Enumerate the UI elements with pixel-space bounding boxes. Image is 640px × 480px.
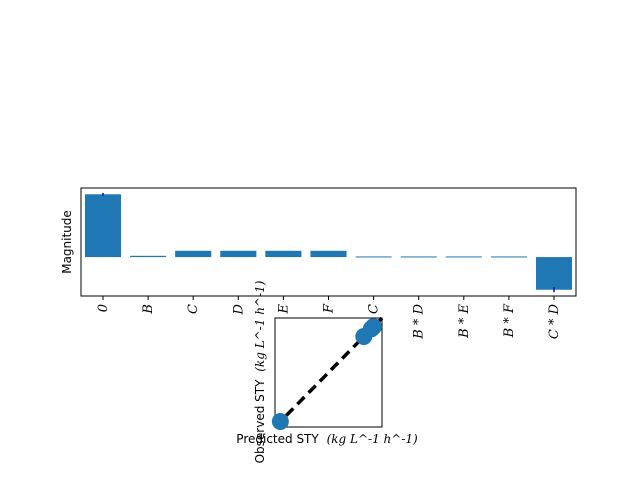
bar-y-axis-label: Magnitude <box>60 210 74 274</box>
bar-marks <box>84 193 573 293</box>
scatter-y-axis-label-text: Observed STY <box>253 379 267 463</box>
bar <box>400 256 437 258</box>
x-tick-label: F <box>322 303 337 314</box>
scatter-x-axis-label-text: Predicted STY <box>236 432 319 446</box>
bar <box>265 250 302 258</box>
x-tick-label: C <box>186 304 201 314</box>
bar <box>220 250 257 258</box>
parity-scatter-plot: Predicted STY (kg L^-1 h^-1) Observed ST… <box>236 280 418 463</box>
x-tick-label: E <box>276 304 291 315</box>
bar <box>84 194 122 258</box>
x-tick-label: B * F <box>502 303 517 338</box>
bar <box>355 256 392 258</box>
scatter-x-axis-unit: (kg L^-1 h^-1) <box>327 432 418 446</box>
x-tick-label: B <box>141 304 156 315</box>
scatter-marks <box>271 316 384 431</box>
bar <box>535 257 573 290</box>
scatter-point <box>271 413 289 431</box>
bar <box>310 250 347 258</box>
parity-line <box>273 316 384 429</box>
x-tick-label: B * D <box>412 303 427 339</box>
bar-chart: 0 B C D E F C B * D B * E B * F C * D Magnitude <box>60 187 577 340</box>
bar <box>175 250 212 258</box>
scatter-y-axis-unit: (kg L^-1 h^-1) <box>253 280 267 371</box>
x-tick-label: 0 <box>96 304 111 312</box>
scatter-y-axis-label: Observed STY (kg L^-1 h^-1) <box>253 280 267 463</box>
x-tick-label: C <box>367 304 382 314</box>
x-tick-label: B * E <box>457 303 472 338</box>
bar-chart-frame <box>80 187 577 297</box>
bar <box>490 256 527 258</box>
x-tick-label: D <box>231 303 246 315</box>
x-tick-label: C * D <box>547 303 562 339</box>
bar <box>130 255 167 258</box>
scatter-x-axis-label: Predicted STY (kg L^-1 h^-1) <box>236 432 418 446</box>
bar-x-ticks: 0 B C D E F C B * D B * E B * F C * D <box>96 296 562 340</box>
bar <box>445 256 482 258</box>
scatter-point <box>364 318 382 336</box>
scatter-frame <box>274 317 383 428</box>
